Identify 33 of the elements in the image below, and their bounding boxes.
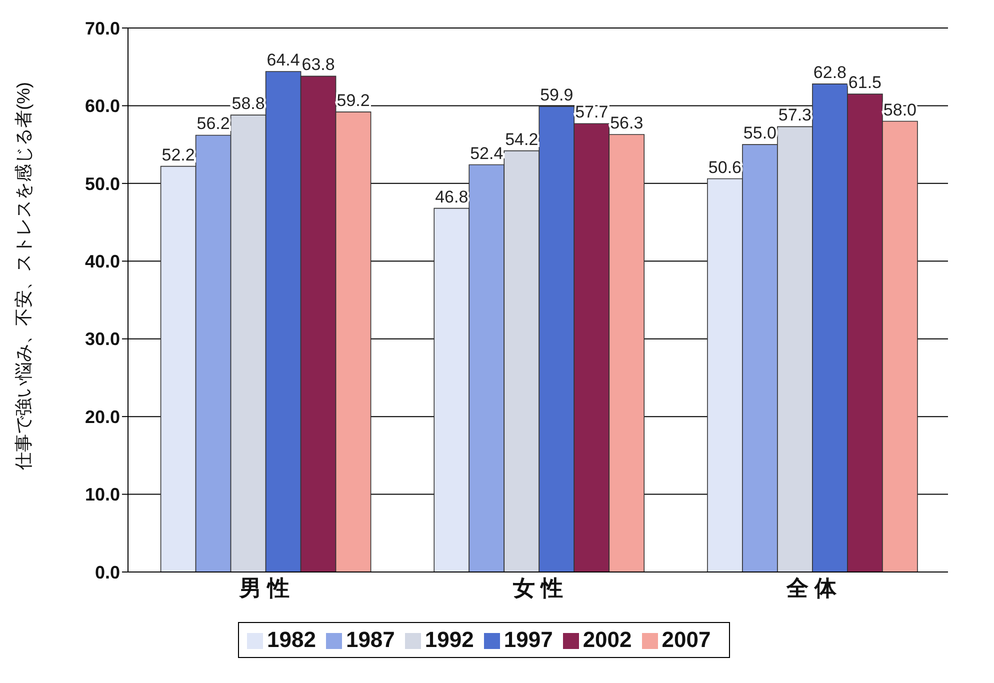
- data-label: 57.7: [575, 102, 608, 122]
- y-tick-label: 70.0: [84, 18, 120, 38]
- legend-label: 1992: [424, 627, 474, 652]
- data-label: 50.6: [708, 158, 742, 177]
- y-tick-label: 10.0: [84, 484, 120, 505]
- data-label: 56.3: [610, 113, 644, 132]
- data-label: 63.8: [302, 55, 335, 74]
- y-tick-label: 20.0: [84, 406, 120, 427]
- data-label: 59.9: [540, 85, 574, 104]
- y-tick-label: 0.0: [94, 562, 120, 582]
- legend-label: 2002: [582, 627, 632, 652]
- x-tick-label: 女 性: [512, 576, 564, 601]
- x-tick-label: 全 体: [785, 576, 838, 601]
- y-axis-title: 仕事で強い悩み、不安、ストレスを感じる者(%): [13, 82, 34, 471]
- data-label: 55.0: [743, 124, 777, 143]
- data-label: 54.2: [505, 130, 538, 149]
- data-label: 64.4: [266, 50, 300, 70]
- y-tick-label: 60.0: [84, 96, 120, 116]
- y-tick-label: 30.0: [84, 329, 120, 350]
- data-label: 61.5: [848, 73, 882, 92]
- data-label: 46.8: [435, 187, 468, 206]
- data-label: 52.2: [162, 145, 195, 164]
- y-tick-label: 40.0: [84, 252, 120, 272]
- data-label: 52.4: [470, 144, 504, 163]
- y-tick-label: 50.0: [84, 174, 120, 194]
- legend-label: 1987: [346, 627, 395, 652]
- x-tick-label: 男 性: [238, 576, 290, 601]
- data-label: 57.3: [778, 106, 812, 125]
- legend-label: 1982: [267, 627, 316, 652]
- data-label: 62.8: [813, 62, 847, 82]
- legend-label: 1997: [504, 627, 553, 652]
- data-label: 56.2: [196, 114, 230, 134]
- legend-label: 2007: [662, 627, 711, 652]
